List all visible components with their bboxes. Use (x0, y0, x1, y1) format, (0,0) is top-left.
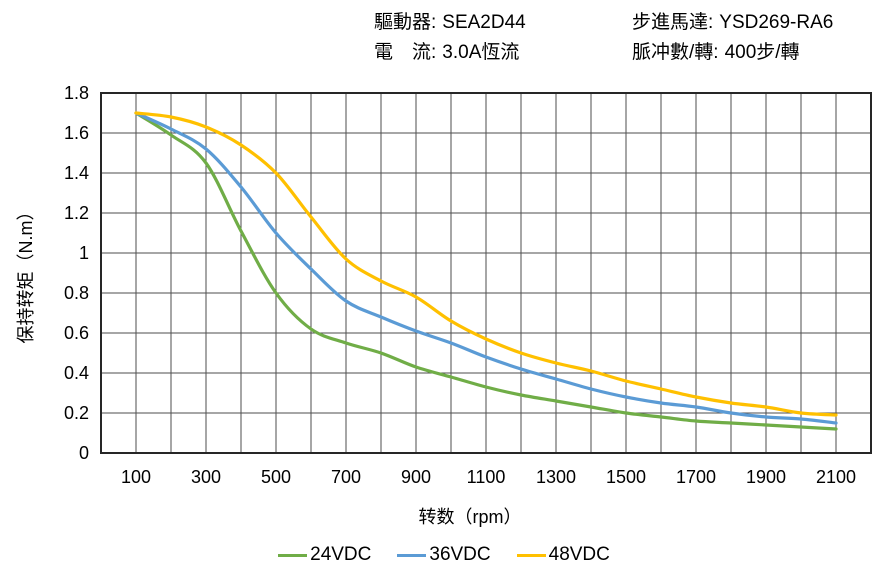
legend-label-24vdc: 24VDC (310, 544, 372, 565)
motor-value: YSD269-RA6 (719, 12, 834, 33)
driver-info-line: 驅動器: SEA2D44 (374, 8, 526, 38)
chart-legend: 24VDC 36VDC 48VDC (0, 544, 888, 566)
legend-label-48vdc: 48VDC (548, 544, 610, 565)
x-tick-labels: 100 300 500 700 900 1100 1300 1500 1700 1900 2100 (121, 467, 856, 487)
motor-label: 步進馬達: (632, 12, 714, 33)
svg-text:1900: 1900 (746, 467, 786, 487)
svg-text:1.8: 1.8 (64, 83, 89, 103)
legend-label-36vdc: 36VDC (429, 544, 491, 565)
driver-label: 驅動器: (374, 12, 437, 33)
svg-text:300: 300 (191, 467, 221, 487)
legend-swatch-24vdc (278, 553, 308, 557)
svg-text:100: 100 (121, 467, 151, 487)
pulses-label: 脈冲數/轉: (632, 42, 719, 63)
legend-swatch-48vdc (516, 553, 546, 557)
current-label: 電 流: (374, 42, 437, 63)
svg-text:1: 1 (79, 243, 89, 263)
current-value: 3.0A恆流 (442, 42, 520, 63)
svg-text:500: 500 (261, 467, 291, 487)
svg-text:1.2: 1.2 (64, 203, 89, 223)
motor-info-line: 步進馬達: YSD269-RA6 (632, 8, 833, 38)
svg-text:0.2: 0.2 (64, 403, 89, 423)
x-axis-title: 转数（rpm） (419, 507, 522, 527)
svg-text:1.4: 1.4 (64, 163, 89, 183)
svg-text:700: 700 (331, 467, 361, 487)
pulses-value: 400步/轉 (724, 42, 800, 63)
svg-text:2100: 2100 (816, 467, 856, 487)
svg-text:0: 0 (79, 443, 89, 463)
svg-text:1700: 1700 (676, 467, 716, 487)
current-info-line: 電 流: 3.0A恆流 (374, 38, 526, 68)
svg-text:1300: 1300 (536, 467, 576, 487)
grid-lines (100, 92, 872, 454)
plot-border (100, 92, 872, 454)
svg-text:0.4: 0.4 (64, 363, 89, 383)
legend-item-48vdc[interactable]: 48VDC (516, 544, 610, 566)
svg-text:900: 900 (401, 467, 431, 487)
y-axis-title: 保持转矩（N.m） (16, 203, 36, 344)
svg-text:0.8: 0.8 (64, 283, 89, 303)
series-curve-24vdc (134, 111, 838, 431)
driver-value: SEA2D44 (442, 12, 526, 33)
svg-text:1500: 1500 (606, 467, 646, 487)
series-curve-36vdc (134, 111, 838, 425)
legend-swatch-36vdc (397, 553, 427, 557)
header-left-column: 驅動器: SEA2D44 電 流: 3.0A恆流 (374, 8, 526, 68)
legend-item-24vdc[interactable]: 24VDC (278, 544, 371, 566)
legend-item-36vdc[interactable]: 36VDC (397, 544, 491, 566)
series-curve-48vdc (134, 111, 838, 417)
svg-text:1.6: 1.6 (64, 123, 89, 143)
header-right-column: 步進馬達: YSD269-RA6 脈冲數/轉: 400步/轉 (632, 8, 833, 68)
y-tick-labels: 0 0.2 0.4 0.6 0.8 1 1.2 1.4 1.6 1.8 (64, 83, 89, 463)
pulses-info-line: 脈冲數/轉: 400步/轉 (632, 38, 833, 68)
svg-text:1100: 1100 (467, 467, 506, 487)
svg-text:0.6: 0.6 (64, 323, 89, 343)
